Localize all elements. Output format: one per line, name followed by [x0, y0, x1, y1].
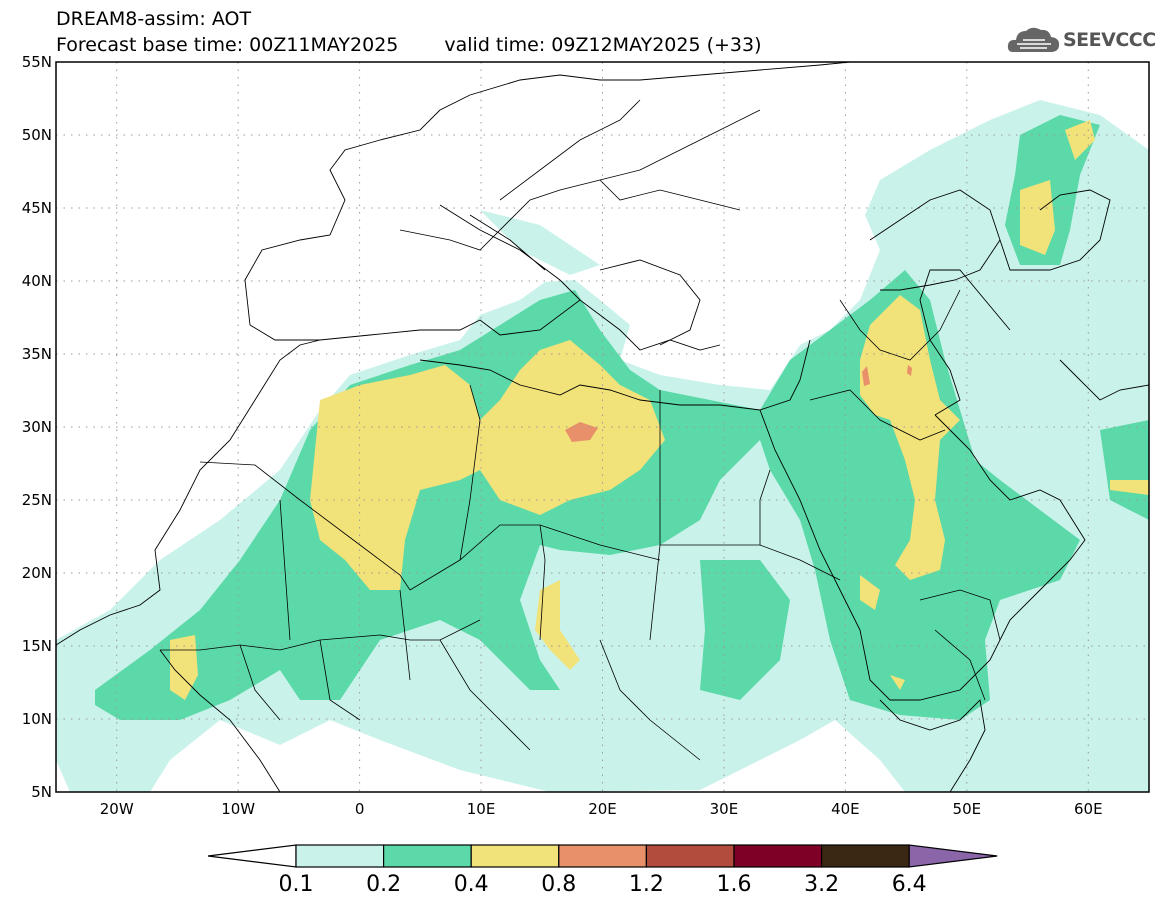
logo-text: SEEVCCC	[1063, 29, 1156, 51]
colorbar-box	[558, 844, 647, 868]
colorbar-level-label: 0.2	[366, 872, 401, 897]
lat-tick-label: 25N	[22, 491, 52, 509]
lon-tick-label: 50E	[953, 800, 982, 818]
map-frame	[55, 61, 1150, 793]
lat-tick-label: 35N	[22, 345, 52, 363]
colorbar-box	[820, 844, 910, 868]
cloud-icon	[1007, 27, 1060, 52]
lat-tick-label: 50N	[22, 126, 52, 144]
colorbar-level-label: 1.2	[629, 872, 664, 897]
seevccc-logo: SEEVCCC	[1005, 20, 1156, 60]
colorbar-box	[470, 844, 560, 868]
country-borders	[160, 99, 1001, 761]
colorbar-box	[383, 844, 472, 868]
lat-tick-label: 40N	[22, 272, 52, 290]
colorbar-level-label: 0.4	[454, 872, 489, 897]
lat-tick-label: 45N	[22, 199, 52, 217]
map-title: DREAM8-assim: AOT	[56, 8, 252, 30]
colorbar-arrow-low	[207, 844, 297, 868]
longitude-labels: 20W 10W 0 10E 20E 30E 40E 50E 60E	[100, 800, 1103, 818]
colorbar-level-label: 6.4	[892, 872, 927, 897]
colorbar-level-label: 0.1	[279, 872, 314, 897]
lat-tick-label: 5N	[31, 783, 52, 801]
colorbar: 0.1 0.2 0.4 0.8 1.2 1.6 3.2 6.4	[207, 844, 998, 897]
lat-tick-label: 20N	[22, 564, 52, 582]
lon-tick-label: 40E	[831, 800, 860, 818]
base-time: Forecast base time: 00Z11MAY2025	[56, 34, 399, 56]
lon-tick-label: 10W	[221, 800, 255, 818]
grid-lines	[56, 62, 1149, 792]
lon-tick-label: 20W	[100, 800, 134, 818]
colorbar-level-label: 3.2	[804, 872, 839, 897]
lat-tick-label: 55N	[22, 53, 52, 71]
lon-tick-label: 20E	[588, 800, 617, 818]
colorbar-level-label: 0.8	[541, 872, 576, 897]
colorbar-arrow-high	[908, 844, 998, 868]
lat-tick-label: 10N	[22, 710, 52, 728]
valid-time: valid time: 09Z12MAY2025 (+33)	[444, 34, 762, 56]
colorbar-box	[645, 844, 735, 868]
lat-tick-label: 15N	[22, 637, 52, 655]
time-info: Forecast base time: 00Z11MAY2025 valid ti…	[56, 34, 762, 56]
coastlines	[56, 62, 1149, 792]
latitude-labels: 55N 50N 45N 40N 35N 30N 25N 20N 15N 10N 5N	[22, 53, 52, 801]
colorbar-box	[733, 844, 823, 868]
lon-tick-label: 10E	[467, 800, 496, 818]
colorbar-box	[295, 844, 385, 868]
lon-tick-label: 60E	[1074, 800, 1103, 818]
lat-tick-label: 30N	[22, 418, 52, 436]
colorbar-level-label: 1.6	[717, 872, 752, 897]
lon-tick-label: 30E	[710, 800, 739, 818]
lon-tick-label: 0	[355, 800, 365, 818]
aot-0-4-layer	[170, 120, 1149, 700]
map-area	[56, 62, 1149, 792]
